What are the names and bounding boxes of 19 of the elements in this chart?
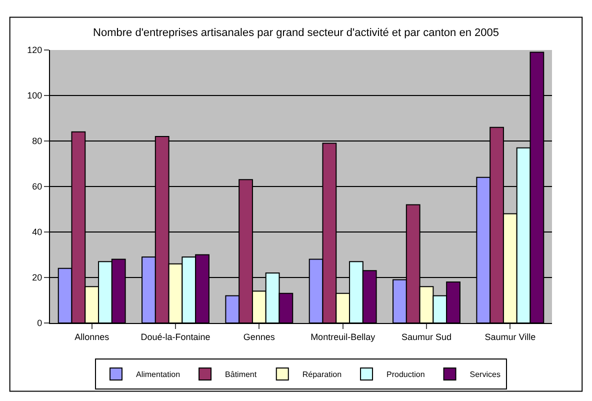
x-tick-label: Montreuil-Bellay [310, 332, 376, 342]
y-tick-label: 40 [32, 227, 42, 238]
y-tick-label: 20 [32, 272, 42, 283]
legend-label: Production [386, 370, 425, 380]
y-tick-label: 80 [32, 136, 42, 146]
y-tick-label: 100 [27, 90, 42, 101]
legend-label: Bâtiment [225, 370, 258, 380]
x-tick-label: Doué-la-Fontaine [140, 332, 210, 342]
y-tick-label: 0 [37, 318, 42, 328]
x-tick-label: Saumur Ville [484, 332, 536, 342]
y-tick-label: 60 [32, 182, 42, 192]
x-tick-label: Gennes [243, 332, 276, 342]
legend-label: Alimentation [136, 370, 180, 380]
x-tick-label: Saumur Sud [401, 332, 452, 342]
chart-title: Nombre d'entreprises artisanales par grand secteur d'activité et par canton en 2005 [93, 26, 499, 39]
legend-label: Services [470, 370, 500, 380]
y-tick-label: 120 [27, 45, 42, 56]
legend-label: Réparation [302, 370, 342, 380]
x-tick-label: Allonnes [74, 332, 110, 342]
